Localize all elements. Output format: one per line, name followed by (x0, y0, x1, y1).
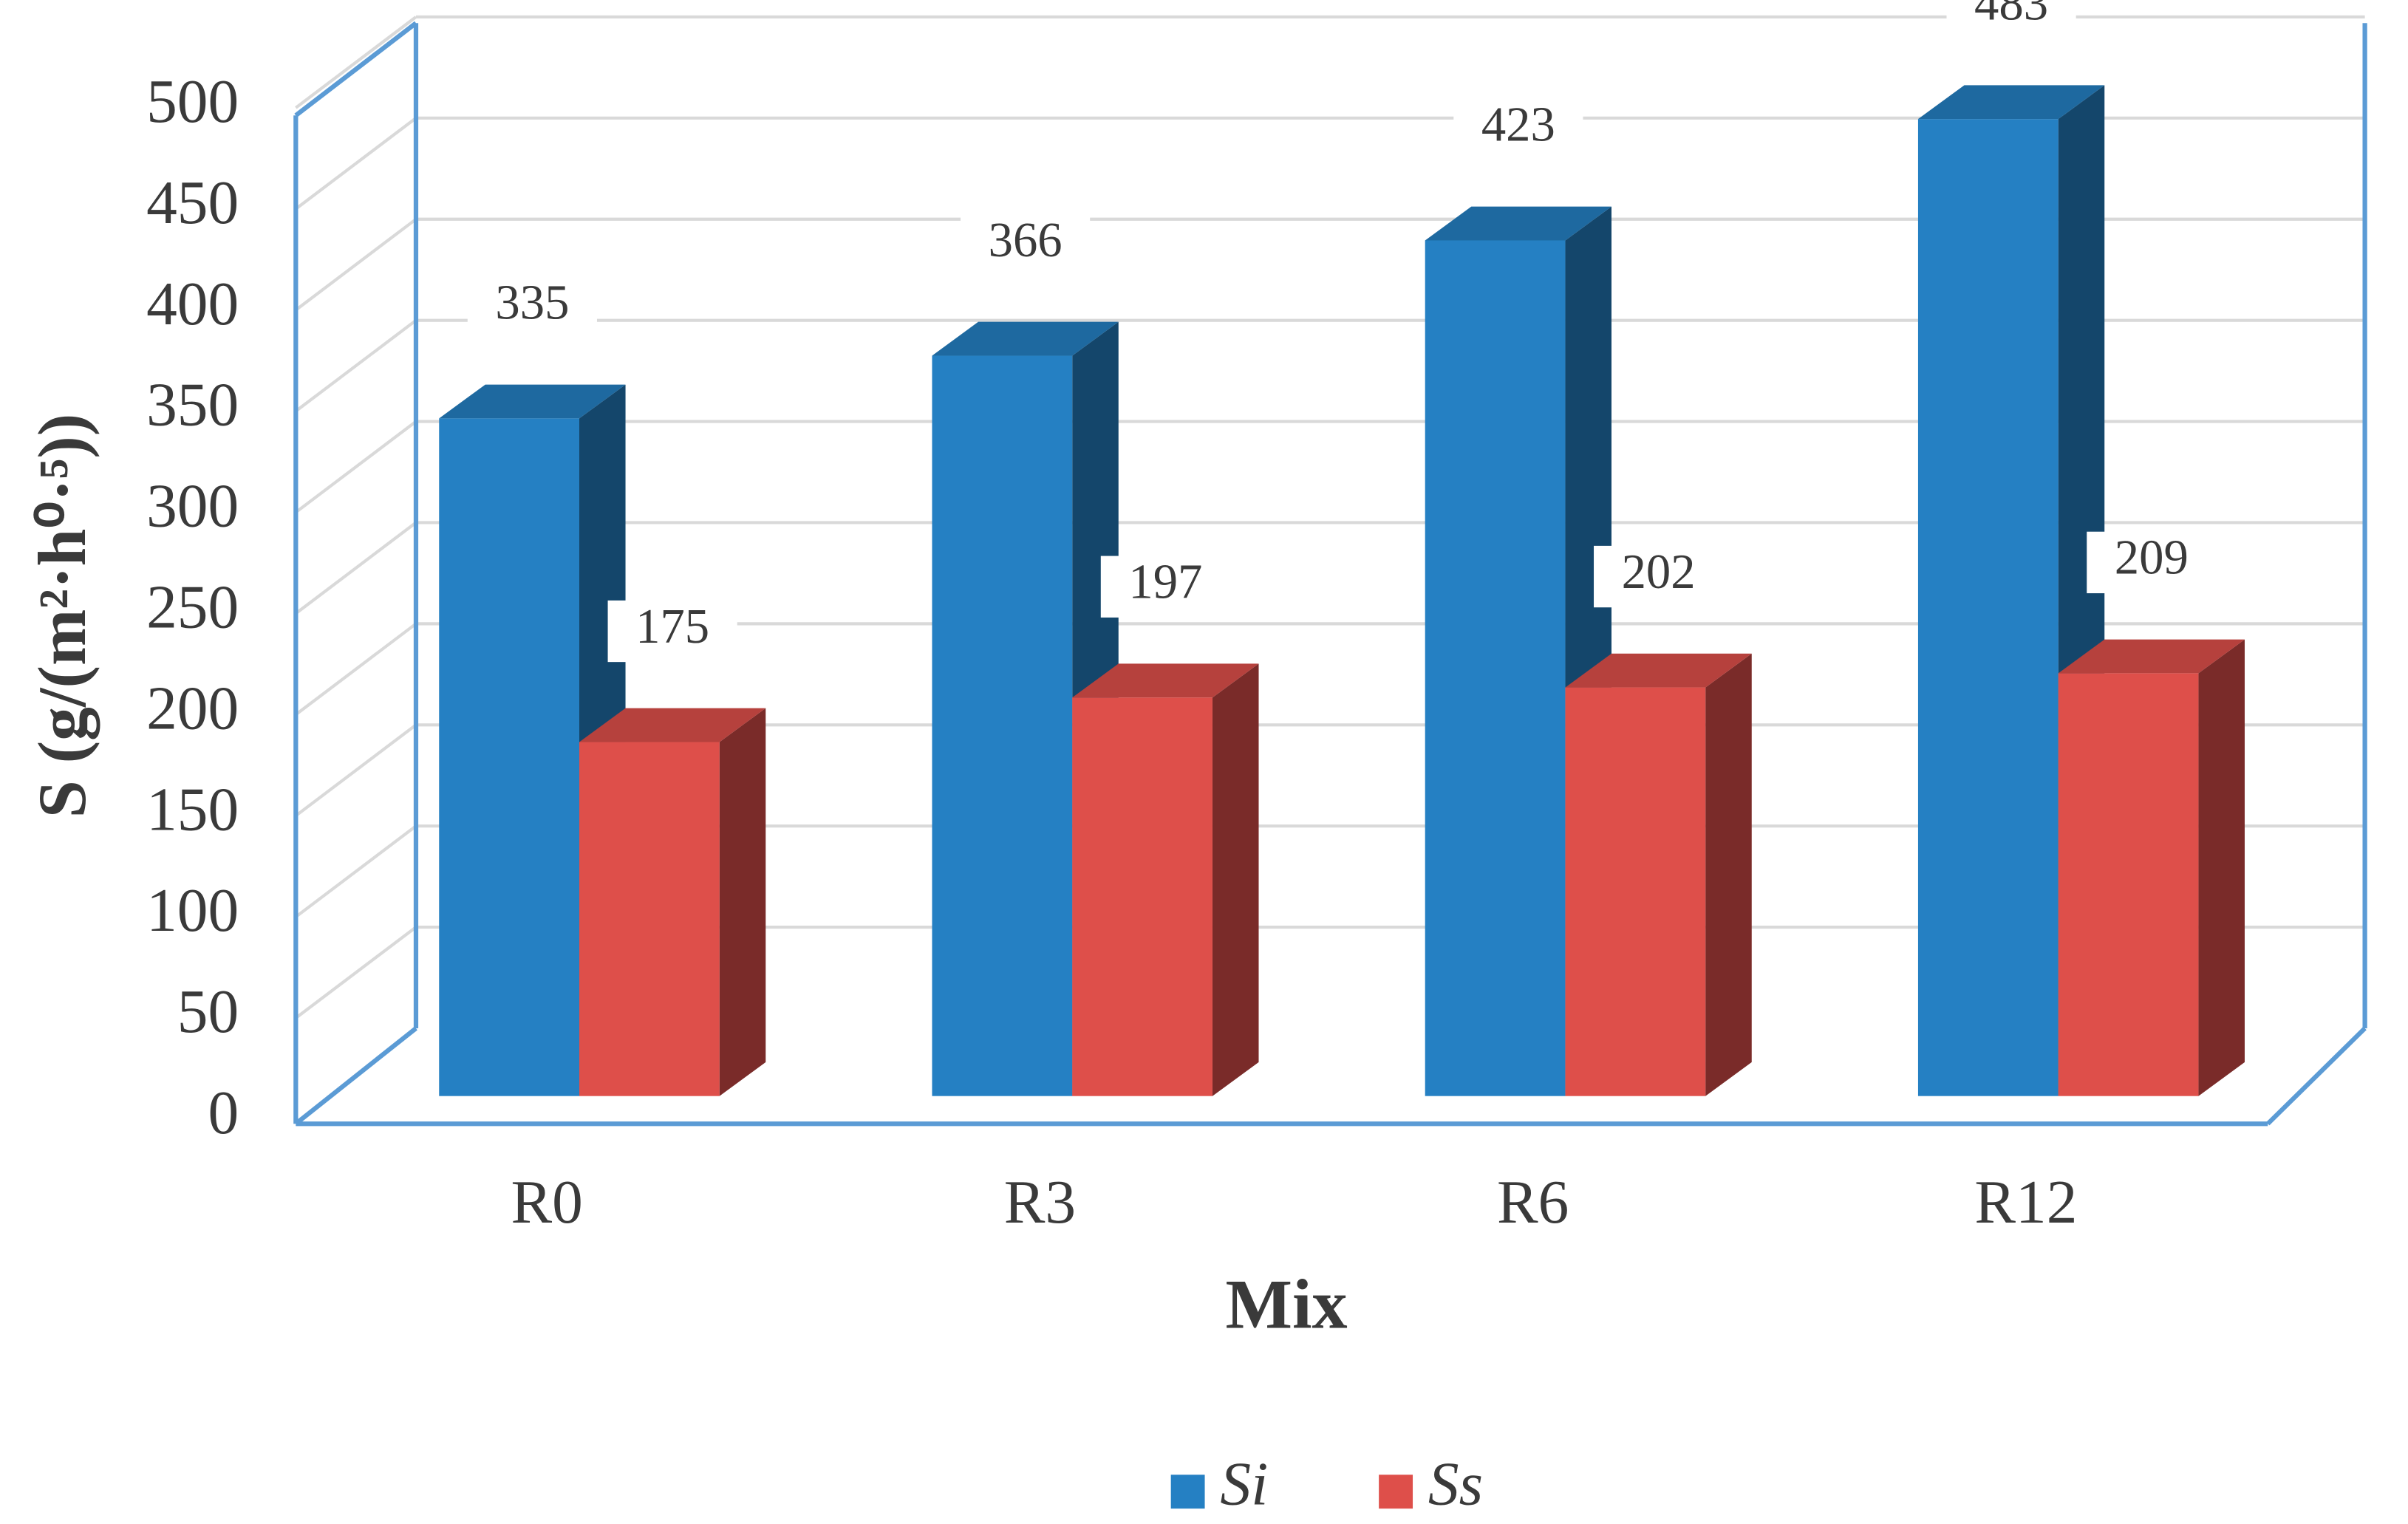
y-tick-label: 350 (146, 372, 239, 440)
x-tick-label: R6 (1497, 1169, 1569, 1237)
grid-line-side (295, 926, 417, 1019)
grid-line-side (295, 16, 417, 109)
bar-side (719, 708, 766, 1096)
y-tick-label: 0 (208, 1079, 239, 1147)
x-axis-title: Mix (1225, 1265, 1347, 1343)
grid-line-side (295, 318, 417, 413)
bar-top (1565, 653, 1752, 688)
value-label-bg (1100, 556, 1230, 618)
bar (1072, 663, 1259, 1096)
bar-front (932, 355, 1073, 1096)
bar-side (1212, 663, 1259, 1096)
value-label-bg (2087, 531, 2217, 594)
bar-top (2058, 639, 2245, 674)
frame (293, 21, 2367, 1127)
bar-side (1705, 653, 1752, 1096)
bar (439, 384, 626, 1096)
value-label: 483 (1974, 0, 2048, 30)
y-tick-label: 500 (146, 68, 239, 136)
value-label: 202 (1622, 545, 1696, 599)
value-label: 335 (495, 276, 569, 330)
legend-swatch (1379, 1475, 1413, 1509)
y-tick-label: 300 (146, 473, 239, 541)
value-label-bg (961, 213, 1091, 276)
grid-line-side (295, 420, 417, 514)
x-tick-label: R12 (1974, 1169, 2077, 1237)
value-label-bg (1594, 545, 1724, 608)
y-tick-label: 400 (146, 270, 239, 338)
x-tick-label: R0 (511, 1169, 583, 1237)
bar (2058, 639, 2245, 1096)
grid-line-side (295, 117, 417, 211)
bar (1565, 653, 1752, 1096)
value-label: 175 (635, 600, 709, 654)
bar-top (932, 321, 1119, 356)
bar-front (1917, 119, 2059, 1096)
value-label-bg (467, 276, 597, 339)
bar-side (2198, 639, 2245, 1096)
bar-top (1072, 663, 1259, 698)
value-label: 423 (1481, 98, 1555, 152)
bar-top (579, 708, 766, 742)
y-axis-title: S (g/(m²·h⁰·⁵)) (24, 414, 100, 819)
bar-front (439, 418, 579, 1096)
bar (579, 708, 766, 1096)
grid-line-side (295, 723, 417, 817)
value-label-bg (1453, 98, 1583, 161)
legend-label: Si (1220, 1450, 1268, 1518)
bar-front (579, 742, 720, 1096)
y-tick-label: 200 (146, 674, 239, 742)
value-label-bg (1946, 0, 2076, 39)
grid-line-side (295, 622, 417, 716)
bar-top (1917, 85, 2105, 120)
grid-line-side (295, 521, 417, 615)
bar-top (439, 384, 626, 419)
bar-top (1425, 206, 1612, 241)
value-label: 366 (989, 213, 1063, 267)
bar-front (1425, 240, 1566, 1096)
grid-line-side (295, 218, 417, 312)
y-tick-label: 50 (177, 978, 239, 1046)
bar-front (2058, 673, 2199, 1096)
grid-line-side (295, 824, 417, 918)
legend-swatch (1170, 1475, 1205, 1509)
legend-label: Ss (1428, 1450, 1483, 1518)
y-tick-label: 100 (146, 877, 239, 945)
y-tick-label: 250 (146, 574, 239, 642)
value-label: 197 (1128, 556, 1202, 609)
bar-front (1072, 697, 1212, 1096)
y-tick-label: 450 (146, 169, 239, 237)
x-tick-label: R3 (1004, 1169, 1076, 1237)
y-tick-label: 150 (146, 776, 239, 844)
value-label: 209 (2115, 531, 2189, 585)
bar-front (1565, 687, 1706, 1096)
value-label-bg (607, 600, 737, 663)
